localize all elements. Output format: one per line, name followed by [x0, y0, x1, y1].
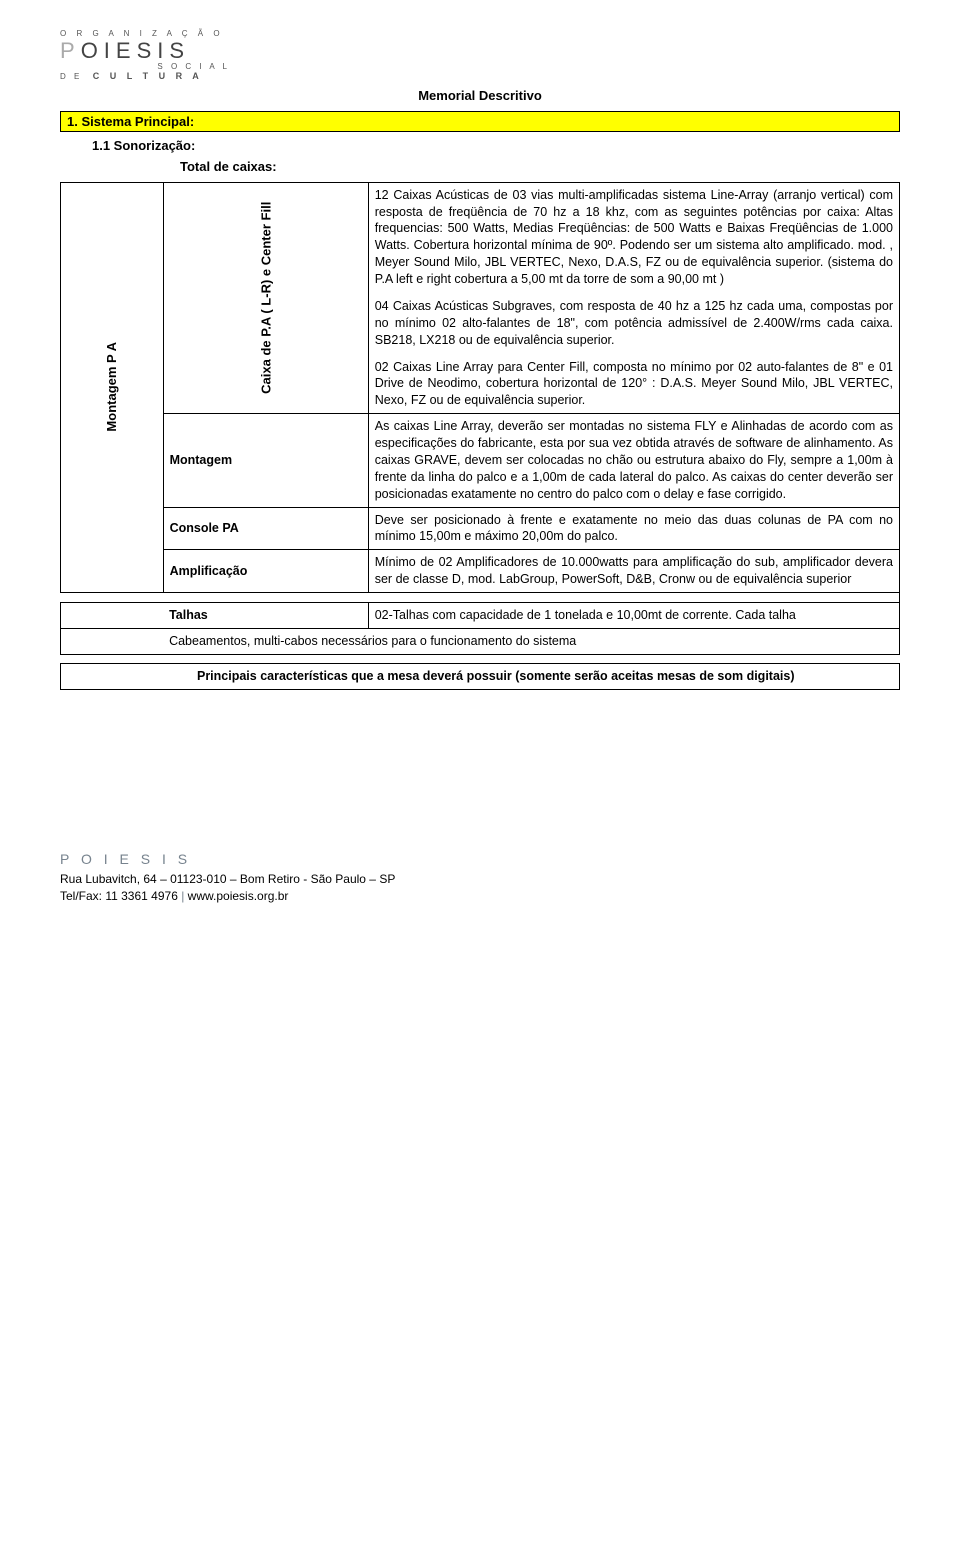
row-amplificacao-label: Amplificação [163, 550, 368, 593]
total-label: Total de caixas: [180, 159, 900, 174]
empty-cell-2 [61, 628, 164, 654]
talhas-content: 02-Talhas com capacidade de 1 tonelada e… [368, 603, 899, 629]
empty-cell-3 [61, 663, 93, 689]
para-2: 04 Caixas Acústicas Subgraves, com respo… [375, 298, 893, 349]
logo-line4: D E C U L T U R A [60, 72, 230, 82]
empty-cell [61, 603, 164, 629]
section-header: 1. Sistema Principal: [60, 111, 900, 132]
amplificacao-content: Mínimo de 02 Amplificadores de 10.000wat… [368, 550, 899, 593]
row-talhas-label: Talhas [163, 603, 368, 629]
row-montagem-label: Montagem [163, 414, 368, 507]
spec-table: Montagem P A Caixa de P.A ( L-R) e Cente… [60, 182, 900, 655]
footer-address: Rua Lubavitch, 64 – 01123-010 – Bom Reti… [60, 871, 900, 888]
spacer [61, 593, 900, 603]
console-content: Deve ser posicionado à frente e exatamen… [368, 507, 899, 550]
footer-contact: Tel/Fax: 11 3361 4976 | www.poiesis.org.… [60, 888, 900, 905]
logo-line2: POIESIS [60, 39, 900, 63]
montagem-content: As caixas Line Array, deverão ser montad… [368, 414, 899, 507]
vlabel-caixa: Caixa de P.A ( L-R) e Center Fill [163, 182, 368, 414]
footer-org: P O I E S I S [60, 850, 900, 870]
vlabel-montagem-pa: Montagem P A [61, 182, 164, 592]
para-1: 12 Caixas Acústicas de 03 vias multi-amp… [375, 187, 893, 288]
document-title: Memorial Descritivo [60, 88, 900, 103]
footer: P O I E S I S Rua Lubavitch, 64 – 01123-… [60, 850, 900, 905]
cabeamentos-row: Cabeamentos, multi-cabos necessários par… [163, 628, 899, 654]
principais-table: Principais características que a mesa de… [60, 663, 900, 690]
para-3: 02 Caixas Line Array para Center Fill, c… [375, 359, 893, 410]
subsection-header: 1.1 Sonorização: [92, 138, 900, 153]
row-console-label: Console PA [163, 507, 368, 550]
caixa-content: 12 Caixas Acústicas de 03 vias multi-amp… [368, 182, 899, 414]
logo: O R G A N I Z A Ç Ã O POIESIS S O C I A … [60, 30, 900, 82]
principais-row: Principais características que a mesa de… [93, 663, 900, 689]
